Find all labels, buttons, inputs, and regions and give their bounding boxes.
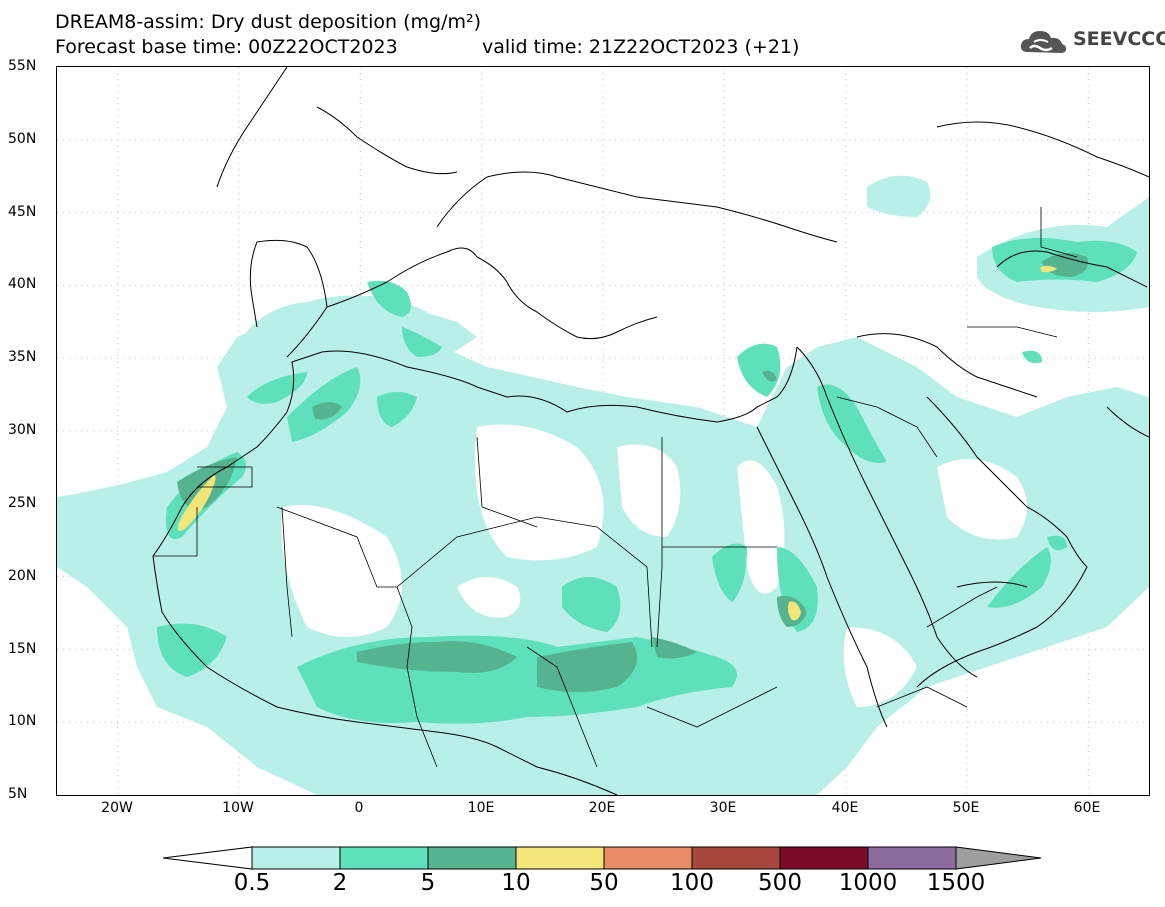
- colorbar-bin-7: [779, 846, 869, 870]
- lon-label-10e: 10E: [467, 800, 495, 816]
- lat-label-20n: 20N: [8, 568, 37, 584]
- colorbar-label: 1000: [838, 870, 898, 896]
- forecast-base-time: Forecast base time: 00Z22OCT2023: [55, 36, 398, 58]
- colorbar-bin-1: [251, 846, 341, 870]
- lat-label-40n: 40N: [8, 276, 37, 292]
- lon-label-20e: 20E: [588, 800, 616, 816]
- lat-label-45n: 45N: [8, 204, 37, 220]
- colorbar-bin-6: [691, 846, 781, 870]
- lon-label-20w: 20W: [101, 800, 133, 816]
- lat-label-35n: 35N: [8, 349, 37, 365]
- colorbar-label: 0.5: [233, 870, 271, 896]
- dust-level-yellow: [178, 265, 1057, 621]
- logo-text: SEEVCCC: [1073, 28, 1165, 50]
- colorbar-above-arrow: [955, 846, 1042, 870]
- lat-label-55n: 55N: [8, 58, 37, 74]
- lat-label-10n: 10N: [8, 713, 37, 729]
- colorbar-label: 100: [670, 870, 714, 896]
- lat-label-15n: 15N: [8, 641, 37, 657]
- seevccc-logo: SEEVCCC: [1018, 26, 1165, 58]
- cloud-icon: [1020, 31, 1066, 53]
- colorbar-label: 500: [758, 870, 802, 896]
- colorbar-bin-2: [339, 846, 429, 870]
- colorbar-label: 5: [420, 870, 436, 896]
- lat-label-5n: 5N: [8, 786, 28, 802]
- lon-label-60e: 60E: [1073, 800, 1101, 816]
- lon-label-40e: 40E: [831, 800, 859, 816]
- lon-label-10w: 10W: [222, 800, 254, 816]
- map-title: DREAM8-assim: Dry dust deposition (mg/m²…: [55, 11, 482, 33]
- colorbar-label: 10: [501, 870, 531, 896]
- country-borders: [153, 207, 1078, 768]
- colorbar-label: 1500: [926, 870, 986, 896]
- colorbar-label: 50: [589, 870, 619, 896]
- colorbar-bin-3: [427, 846, 517, 870]
- map-panel: [56, 66, 1150, 796]
- lon-label-50e: 50E: [952, 800, 980, 816]
- lat-label-30n: 30N: [8, 422, 37, 438]
- colorbar-below-arrow: [163, 846, 253, 870]
- lon-label-0: 0: [354, 800, 364, 816]
- colorbar-bin-8: [867, 846, 957, 870]
- dust-map: [57, 67, 1149, 795]
- lon-label-30e: 30E: [709, 800, 737, 816]
- coastlines: [152, 67, 1149, 795]
- valid-time: valid time: 21Z22OCT2023 (+21): [482, 36, 800, 58]
- lat-label-25n: 25N: [8, 495, 37, 511]
- lat-label-50n: 50N: [8, 131, 37, 147]
- colorbar: [163, 846, 1042, 870]
- colorbar-label: 2: [332, 870, 348, 896]
- colorbar-bin-5: [603, 846, 693, 870]
- clear-areas: [281, 424, 1027, 707]
- colorbar-bin-4: [515, 846, 605, 870]
